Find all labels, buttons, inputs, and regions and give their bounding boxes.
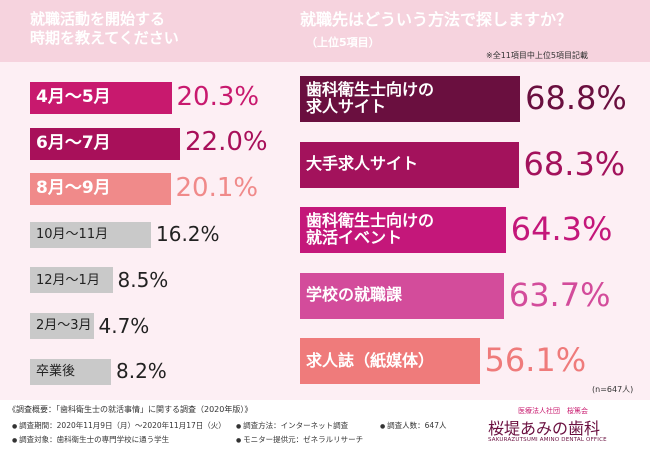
bar-label: 8月～9月 [36, 178, 111, 199]
bar [30, 82, 172, 114]
bar [300, 272, 504, 319]
footer-item: 調査人数：647人 [380, 420, 446, 431]
bar [30, 267, 113, 294]
bar-label: 歯科衛生士向けの 就活イベント [306, 211, 435, 247]
value-label: 68.8% [525, 79, 627, 118]
bar [300, 338, 480, 384]
bar-label: 2月～3月 [36, 318, 92, 334]
value-label: 16.2% [156, 222, 220, 247]
value-label: 63.7% [508, 275, 611, 314]
logo-org: 医療法人社団 桜篤会 [518, 407, 588, 415]
bar-label: 学校の就職課 [306, 285, 403, 305]
bar-label: 4月～5月 [36, 87, 111, 108]
right-title: 就職先はどういう方法で探しますか？ [300, 10, 573, 29]
sample-size: (n=647人) [592, 385, 634, 394]
bar-label: 卒業後 [36, 363, 76, 379]
footer-item: 調査方法：インターネット調査 [236, 420, 348, 431]
bar [30, 358, 111, 385]
bar [300, 207, 506, 253]
logo-english: SAKURAZUTSUMI AMINO DENTAL OFFICE [488, 437, 607, 443]
logo-name: 桜堤あみの歯科 [488, 419, 601, 438]
value-label: 20.1% [175, 173, 259, 204]
value-label: 8.2% [116, 359, 167, 384]
footer-item: 調査期間：2020年11月9日（月）～2020年11月17日（火） [12, 420, 226, 431]
footer-item: 調査対象：歯科衛生士の専門学校に通う学生 [12, 434, 169, 445]
bar-label: 6月～7月 [36, 132, 111, 153]
bar [30, 313, 94, 339]
bar [30, 221, 151, 248]
bar-label: 大手求人サイト [306, 154, 419, 174]
value-label: 64.3% [510, 210, 613, 249]
value-label: 22.0% [185, 127, 268, 158]
value-label: 4.7% [98, 313, 150, 338]
bar [300, 141, 519, 188]
value-label: 56.1% [484, 341, 587, 380]
value-label: 68.3% [523, 144, 626, 183]
bar-label: 12月～1月 [36, 272, 100, 288]
left-title: 就職活動を開始する 時期を教えてください [30, 10, 179, 47]
value-label: 8.5% [117, 268, 169, 292]
bar-label: 10月～11月 [36, 226, 109, 242]
header-band [0, 0, 650, 62]
right-subtitle: （上位5項目） [306, 36, 380, 49]
bar [30, 127, 180, 160]
note: ※全11項目中上位5項目記載 [486, 51, 588, 60]
bar [300, 76, 521, 122]
bar [30, 173, 171, 206]
footer-item: モニター提供元：ゼネラルリサーチ [236, 434, 363, 445]
bar-label: 求人誌（紙媒体） [306, 350, 435, 370]
value-label: 20.3% [176, 81, 260, 112]
footer-heading: 《調査概要：「歯科衛生士の就活事情」に関する調査（2020年版）》 [8, 405, 253, 414]
footer: 《調査概要：「歯科衛生士の就活事情」に関する調査（2020年版）》 調査期間：2… [0, 400, 650, 450]
bar-label: 歯科衛生士向けの 求人サイト [306, 80, 435, 116]
